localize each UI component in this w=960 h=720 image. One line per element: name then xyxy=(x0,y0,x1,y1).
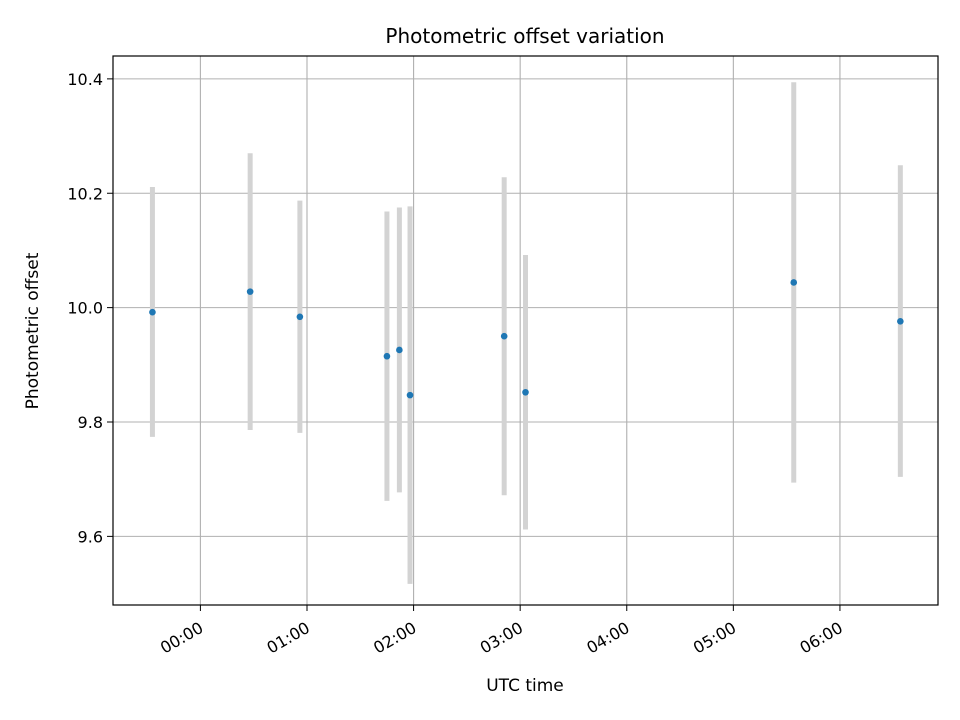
data-points xyxy=(149,279,904,399)
x-tick-label: 06:00 xyxy=(797,618,846,658)
x-tick-label: 03:00 xyxy=(477,618,526,658)
y-axis-title: Photometric offset xyxy=(23,252,43,409)
y-axis: 9.6 9.8 10.0 10.2 10.4 xyxy=(67,70,113,546)
plot-frame xyxy=(112,55,939,606)
data-point xyxy=(406,391,414,399)
x-tick-label: 05:00 xyxy=(690,618,739,658)
data-point xyxy=(790,279,798,286)
x-axis: 00:00 01:00 02:00 03:00 04:00 05:00 06:00 xyxy=(157,605,846,658)
y-tick-label: 9.8 xyxy=(78,413,103,432)
data-point xyxy=(296,313,304,321)
data-point xyxy=(522,388,529,396)
data-point xyxy=(149,308,156,316)
y-tick-label: 10.2 xyxy=(67,184,103,203)
x-tick-label: 04:00 xyxy=(583,618,632,658)
chart-title: Photometric offset variation xyxy=(385,24,664,48)
x-tick-label: 02:00 xyxy=(370,618,419,658)
data-point xyxy=(396,346,403,354)
y-tick-label: 9.6 xyxy=(78,527,103,546)
x-tick-label: 01:00 xyxy=(264,618,313,658)
error-bars xyxy=(149,82,903,584)
y-tick-label: 10.0 xyxy=(67,299,103,318)
data-point xyxy=(246,288,254,295)
x-axis-title: UTC time xyxy=(486,676,564,696)
y-tick-label: 10.4 xyxy=(67,70,103,89)
data-point xyxy=(897,318,904,325)
data-point xyxy=(383,352,391,360)
x-tick-label: 00:00 xyxy=(157,618,206,658)
data-point xyxy=(500,332,508,340)
